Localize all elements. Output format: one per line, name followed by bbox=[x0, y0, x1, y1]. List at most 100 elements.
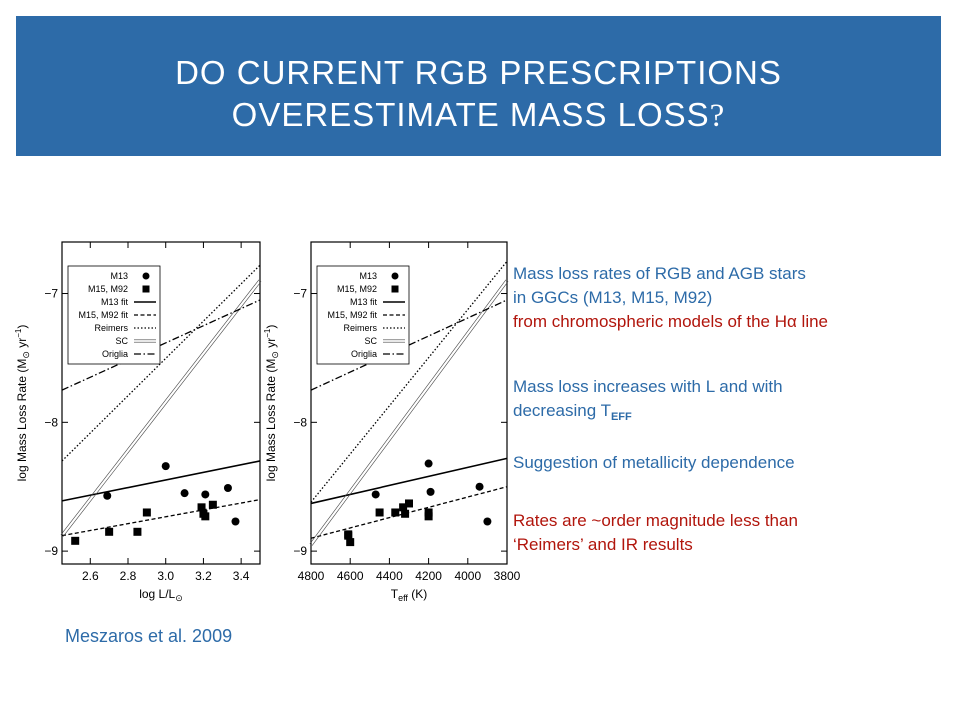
legend-symbol-circle bbox=[142, 272, 150, 280]
legend-label: M15, M92 fit bbox=[78, 310, 128, 320]
data-point-m15-m92 bbox=[401, 509, 410, 518]
y-tick-label: −7 bbox=[44, 287, 58, 301]
data-point-m13 bbox=[231, 517, 240, 526]
legend-label: M13 fit bbox=[350, 297, 378, 307]
data-point-m13 bbox=[161, 462, 170, 471]
note-text: decreasing T bbox=[513, 401, 611, 420]
y-tick-label: −9 bbox=[293, 544, 307, 558]
data-point-m13 bbox=[103, 491, 112, 500]
legend-symbol-circle bbox=[391, 272, 399, 280]
legend-entries: M13 M15, M92 M13 fit M15, M92 fit Reimers SC O… bbox=[78, 271, 156, 359]
x-tick-label: 3.0 bbox=[157, 569, 174, 583]
x-tick-label: 2.6 bbox=[82, 569, 99, 583]
legend-label: M15, M92 fit bbox=[327, 310, 377, 320]
x-tick-label: 4400 bbox=[376, 569, 403, 583]
data-point-m13 bbox=[180, 489, 189, 498]
data-point-m13 bbox=[426, 487, 435, 496]
title-line-1: DO CURRENT RGB PRESCRIPTIONS bbox=[175, 54, 782, 91]
data-point-m13 bbox=[371, 490, 380, 499]
data-point-m13 bbox=[424, 459, 433, 468]
legend-label: M15, M92 bbox=[88, 284, 128, 294]
data-point-m15-m92 bbox=[133, 527, 142, 536]
note-line: Mass loss increases with L and with bbox=[513, 377, 783, 396]
legend-left: M13 M15, M92 M13 fit M15, M92 fit Reimers SC O… bbox=[67, 265, 161, 365]
x-axis-label-left: log L/L⊙ bbox=[139, 587, 183, 603]
data-point-m15-m92 bbox=[405, 499, 413, 508]
data-point-m15-m92 bbox=[105, 527, 114, 536]
series-line-reimers bbox=[310, 260, 508, 503]
title-line-2: OVERESTIMATE MASS LOSS? bbox=[16, 94, 941, 137]
data-point-m15-m92 bbox=[424, 512, 433, 521]
legend-label: M13 bbox=[110, 271, 128, 281]
y-axis-label-right: log Mass Loss Rate (M⊙ yr−1) bbox=[263, 325, 280, 482]
note-order-magnitude: Rates are ~order magnitude less than ‘Re… bbox=[513, 509, 958, 557]
x-tick-label: 2.8 bbox=[120, 569, 137, 583]
axes-left: 2.6 2.8 3.0 3.2 3.4 −7 −8 −9 bbox=[44, 242, 260, 583]
series-line-m15-m92-fit bbox=[61, 498, 261, 537]
data-point-m15-m92 bbox=[197, 503, 206, 512]
citation: Meszaros et al. 2009 bbox=[65, 626, 233, 646]
legend-symbol-square bbox=[142, 285, 150, 293]
x-tick-label: 4000 bbox=[454, 569, 481, 583]
series-line-origlia bbox=[61, 299, 261, 391]
y-tick-label: −8 bbox=[293, 415, 307, 429]
legend-label: SC bbox=[364, 336, 377, 346]
charts-figure: 2.6 2.8 3.0 3.2 3.4 −7 −8 −9 M13 M15, M92 M13 fit… bbox=[14, 241, 521, 603]
note-line: ‘Reimers’ and IR results bbox=[513, 535, 693, 554]
x-tick-label: 3.2 bbox=[195, 569, 212, 583]
series-line-reimers bbox=[61, 264, 261, 462]
x-axis-label-right: Teff (K) bbox=[391, 587, 428, 603]
legend-box bbox=[67, 265, 161, 365]
data-point-m13 bbox=[475, 482, 484, 491]
series-line-origlia bbox=[310, 299, 508, 391]
plot-area-left bbox=[60, 264, 262, 545]
data-point-m13 bbox=[483, 517, 492, 526]
legend-label: Origlia bbox=[102, 349, 128, 359]
data-point-m15-m92 bbox=[391, 508, 400, 517]
series-line-sc bbox=[309, 279, 507, 545]
y-axis-label-left: log Mass Loss Rate (M⊙ yr−1) bbox=[14, 325, 31, 482]
y-tick-label: −8 bbox=[44, 415, 58, 429]
title-banner: DO CURRENT RGB PRESCRIPTIONS OVERESTIMAT… bbox=[16, 16, 941, 156]
legend-entries: M13 M15, M92 M13 fit M15, M92 fit Reimers SC O… bbox=[327, 271, 405, 359]
note-line: in GGCs (M13, M15, M92) bbox=[513, 288, 713, 307]
note-line: Mass loss rates of RGB and AGB stars bbox=[513, 264, 806, 283]
note-mass-loss-rates: Mass loss rates of RGB and AGB stars in … bbox=[513, 262, 958, 334]
series-line-m13-fit bbox=[61, 460, 261, 502]
data-point-m13 bbox=[201, 490, 210, 499]
note-metallicity: Suggestion of metallicity dependence bbox=[513, 451, 958, 475]
data-point-m15-m92 bbox=[344, 531, 353, 540]
series-line-sc bbox=[60, 279, 260, 535]
data-point-m15-m92 bbox=[71, 536, 80, 545]
plot-area-right bbox=[309, 260, 509, 547]
legend-label: M15, M92 bbox=[337, 284, 377, 294]
legend-symbol-square bbox=[391, 285, 399, 293]
legend-label: Reimers bbox=[343, 323, 377, 333]
series-line-m13-fit bbox=[310, 457, 508, 505]
x-tick-label: 4800 bbox=[298, 569, 325, 583]
x-tick-label: 4600 bbox=[337, 569, 364, 583]
title-line-2-text: OVERESTIMATE MASS LOSS bbox=[231, 96, 710, 133]
data-point-m15-m92 bbox=[208, 500, 217, 509]
slide-title: DO CURRENT RGB PRESCRIPTIONS OVERESTIMAT… bbox=[16, 52, 941, 137]
y-tick-label: −7 bbox=[293, 287, 307, 301]
x-tick-label: 4200 bbox=[415, 569, 442, 583]
chart-panel-luminosity: 2.6 2.8 3.0 3.2 3.4 −7 −8 −9 M13 M15, M92 M13 fit… bbox=[14, 241, 262, 603]
series-line-sc bbox=[62, 281, 262, 537]
note-line-red: from chromospheric models of the Hα line bbox=[513, 312, 829, 331]
note-increase-with-luminosity: Mass loss increases with L and with decr… bbox=[513, 375, 958, 425]
axes-right: 4800 4600 4400 4200 4000 3800 −7 −8 −9 bbox=[293, 242, 521, 583]
y-tick-label: −9 bbox=[44, 544, 58, 558]
legend-label: M13 fit bbox=[101, 297, 129, 307]
teff-subscript: EFF bbox=[610, 411, 632, 423]
note-line-teff: decreasing TEFF bbox=[513, 399, 958, 425]
legend-label: Origlia bbox=[351, 349, 377, 359]
data-point-m15-m92 bbox=[375, 508, 384, 517]
data-point-m15-m92 bbox=[142, 508, 151, 517]
series-line-sc bbox=[311, 281, 509, 546]
legend-label: SC bbox=[115, 336, 128, 346]
title-question-mark: ? bbox=[709, 98, 726, 134]
x-tick-label: 3800 bbox=[494, 569, 521, 583]
note-line: Rates are ~order magnitude less than bbox=[513, 511, 798, 530]
x-tick-label: 3.4 bbox=[233, 569, 250, 583]
